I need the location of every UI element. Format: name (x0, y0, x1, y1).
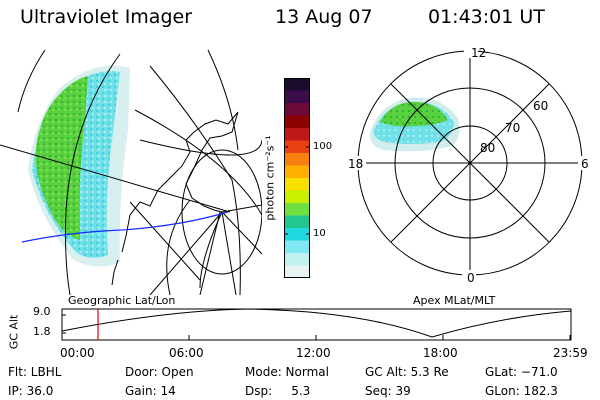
polar-plot: 12 18 6 0 60 70 80 (344, 46, 592, 285)
orbit-track (21, 211, 229, 243)
altitude-ytick-9: 9.0 (33, 305, 51, 318)
coastline (111, 111, 239, 286)
polar-aurora-green (380, 101, 448, 127)
mlt-label-6: 6 (581, 157, 589, 171)
colorbar (284, 78, 310, 278)
status-gc-alt: GC Alt: 5.3 Re (365, 365, 449, 379)
altitude-curve (61, 308, 572, 338)
status-mode: Mode: Normal (245, 365, 329, 379)
status-glon: GLon: 182.3 (485, 384, 558, 398)
status-door: Door: Open (125, 365, 194, 379)
geographic-map (0, 49, 262, 295)
colorbar-band (284, 265, 310, 278)
altitude-xtick-1800: 18:00 (423, 346, 458, 360)
altitude-plot (61, 308, 572, 341)
altitude-ylabel: GC Alt (7, 314, 21, 350)
colorbar-band (284, 90, 310, 104)
left-panel-caption: Geographic Lat/Lon (68, 294, 176, 307)
image-time: 01:43:01 UT (428, 6, 545, 28)
colorbar-band (284, 78, 310, 91)
mlt-label-18: 18 (348, 157, 363, 171)
mlat-label-70: 70 (505, 121, 520, 135)
mlt-label-12: 12 (471, 46, 486, 60)
colorbar-band (284, 140, 310, 154)
altitude-xtick-0000: 00:00 (60, 346, 95, 360)
status-seq: Seq: 39 (365, 384, 411, 398)
colorbar-band (284, 228, 310, 241)
altitude-ytick-1.8: 1.8 (33, 325, 51, 338)
mlat-label-60: 60 (533, 99, 548, 113)
altitude-xtick-0600: 06:00 (169, 346, 204, 360)
colorbar-band (284, 253, 310, 266)
altitude-xtick-1200: 12:00 (296, 346, 331, 360)
colorbar-band (284, 240, 310, 254)
aurora-swath-green (35, 76, 88, 240)
colorbar-band (284, 103, 310, 116)
image-date: 13 Aug 07 (275, 6, 373, 28)
colorbar-tick-100: 100 (313, 141, 333, 152)
colorbar-unit-label: photon cm⁻²s⁻¹ (263, 135, 277, 221)
colorbar-band (284, 215, 310, 229)
right-panel-caption: Apex MLat/MLT (413, 294, 496, 307)
colorbar-tick-10: 10 (313, 228, 326, 239)
colorbar-band (284, 153, 310, 166)
colorbar-band (284, 115, 310, 129)
status-dsp: Dsp: 5.3 (245, 384, 311, 398)
colorbar-band (284, 203, 310, 216)
altitude-xtick-2359: 23:59 (553, 346, 588, 360)
mlt-label-0: 0 (467, 271, 475, 285)
mlat-label-80: 80 (480, 141, 495, 155)
status-ip: IP: 36.0 (8, 384, 54, 398)
colorbar-band (284, 128, 310, 141)
colorbar-band (284, 178, 310, 191)
colorbar-band (284, 165, 310, 179)
status-gain: Gain: 14 (125, 384, 176, 398)
image-title: Ultraviolet Imager (20, 6, 193, 28)
status-glat: GLat: −71.0 (485, 365, 558, 379)
colorbar-band (284, 190, 310, 204)
status-filter: Flt: LBHL (8, 365, 62, 379)
